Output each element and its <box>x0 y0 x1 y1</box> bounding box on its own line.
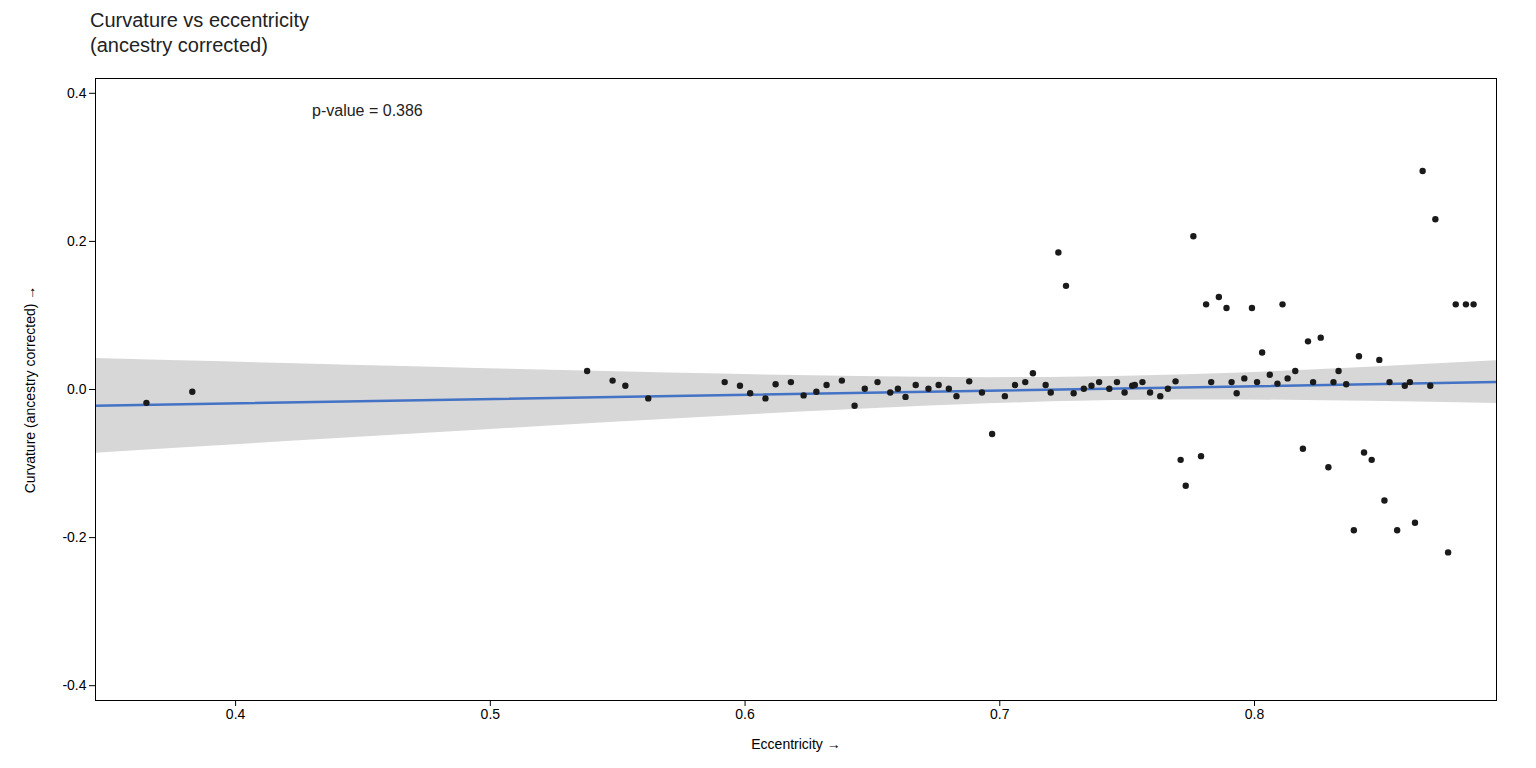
svg-text:0.4: 0.4 <box>67 85 87 101</box>
svg-text:-0.4: -0.4 <box>62 677 86 693</box>
html-text:Curvature vs eccentricity (anc: Curvature vs eccentricity (ancestry corr… <box>90 9 309 56</box>
svg-text:0.5: 0.5 <box>481 706 501 722</box>
svg-text:p-value = 0.386: p-value = 0.386 <box>312 102 423 119</box>
svg-text:0.6: 0.6 <box>735 706 755 722</box>
svg-text:-0.2: -0.2 <box>62 529 86 545</box>
svg-text:0.4: 0.4 <box>226 706 246 722</box>
svg-text:0.2: 0.2 <box>67 233 87 249</box>
svg-text:Curvature (ancestry corrected): Curvature (ancestry corrected) → <box>22 286 38 494</box>
svg-text:Eccentricity →: Eccentricity → <box>751 736 840 752</box>
svg-text:0.0: 0.0 <box>67 381 87 397</box>
svg-text:0.7: 0.7 <box>990 706 1010 722</box>
svg-text:0.8: 0.8 <box>1245 706 1265 722</box>
